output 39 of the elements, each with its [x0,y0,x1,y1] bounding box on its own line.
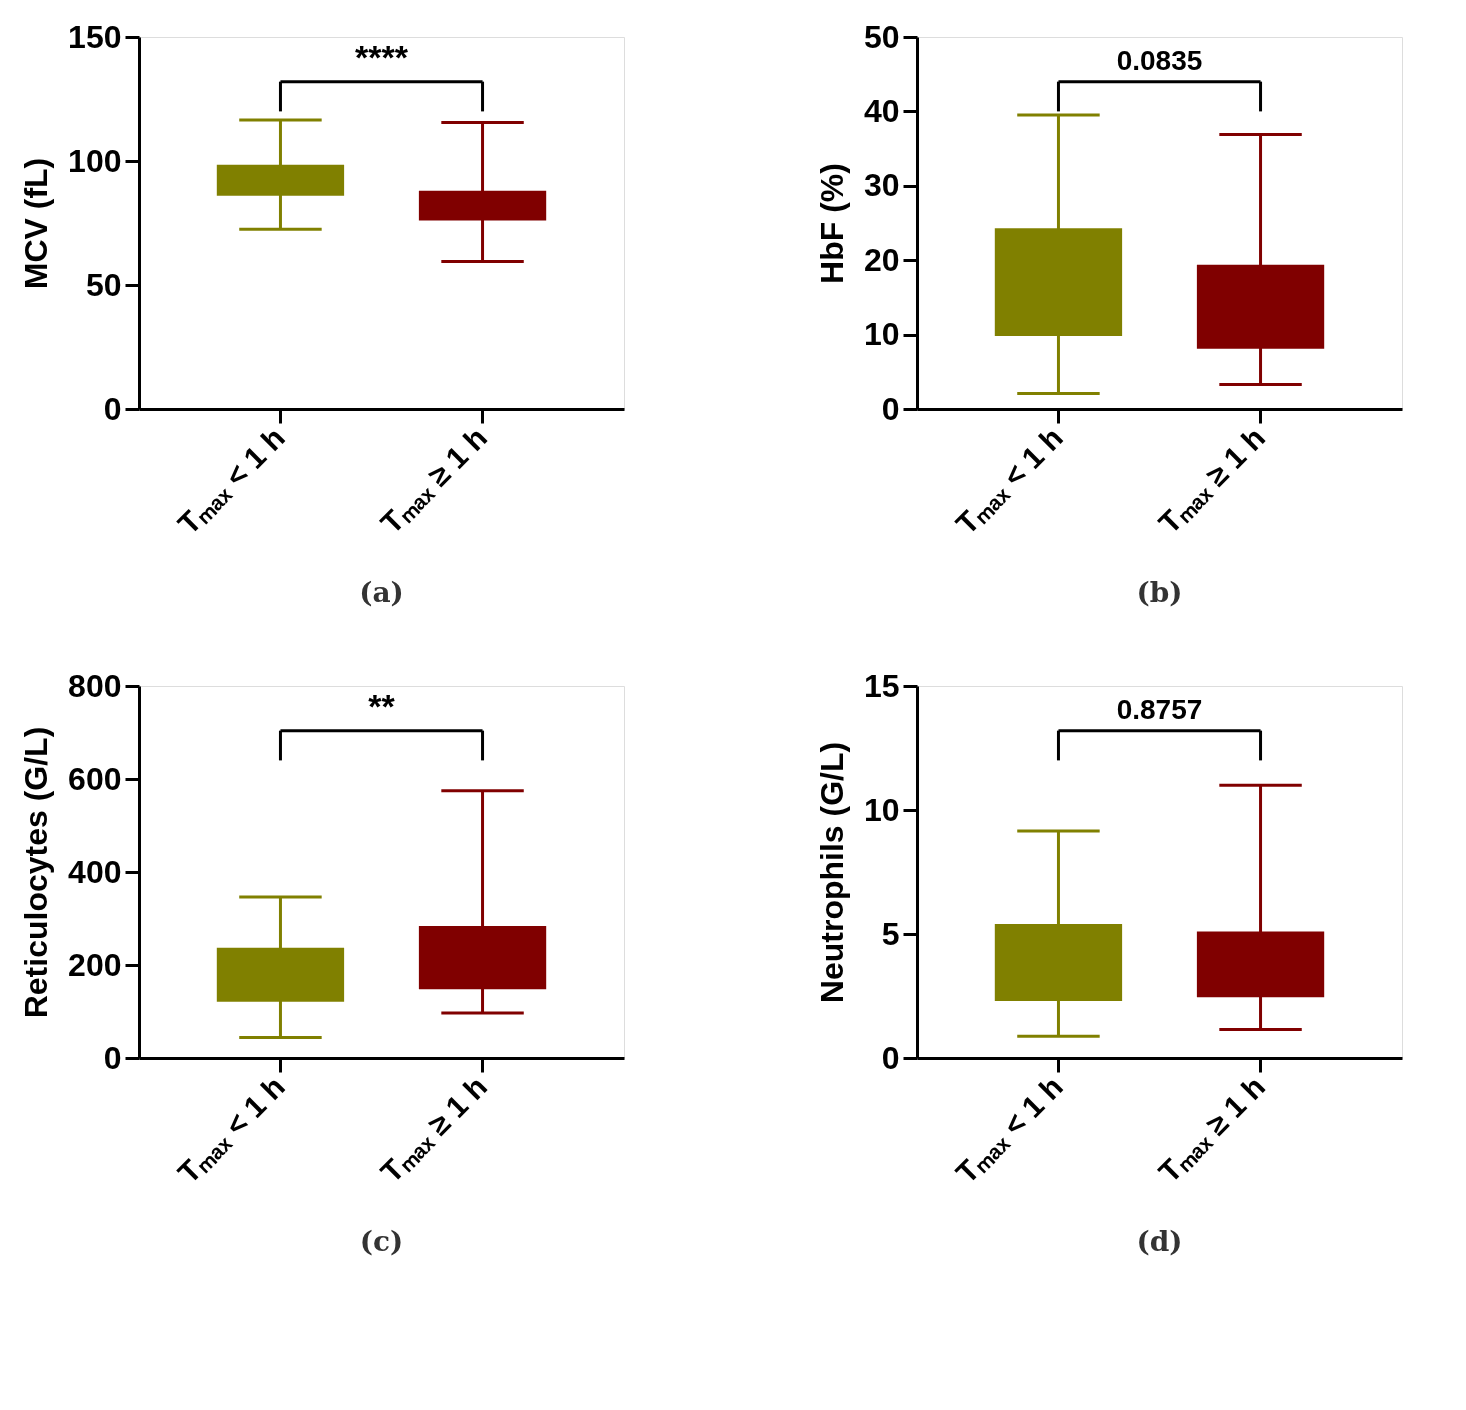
y-tick-label: 5 [881,915,900,952]
y-tick-label: 400 [68,853,122,890]
annotation: 0.0835 [1116,45,1203,77]
y-tick-label: 200 [68,946,122,983]
y-tick-label: 0 [103,390,122,427]
y-tick-label: 50 [863,18,900,55]
y-tick-label: 50 [85,266,122,303]
y-tick-label: 150 [68,18,122,55]
x-tick-label: Tₘₐₓ ≥ 1 h [374,1069,494,1189]
y-tick-label: 0 [103,1039,122,1076]
x-tick-label: Tₘₐₓ ≥ 1 h [1152,420,1272,540]
y-tick-label: 0 [881,390,900,427]
y-tick-label: 30 [863,167,900,204]
y-axis-title: HbF (%) [813,163,850,284]
y-tick-label: 600 [68,760,122,797]
text: (b) [1136,575,1183,609]
text: (c) [359,1224,404,1258]
x-tick-label: Tₘₐₓ ≥ 1 h [374,420,494,540]
y-tick-label: 20 [863,241,900,278]
x-tick-label: Tₘₐₓ ≥ 1 h [1152,1069,1272,1189]
y-tick-label: 40 [863,92,900,129]
y-tick-label: 0 [881,1039,900,1076]
y-tick-label: 15 [863,667,900,704]
annotation: **** [355,38,409,77]
y-axis-title: Neutrophils (G/L) [813,741,850,1004]
text: (d) [1136,1224,1183,1258]
y-tick-label: 800 [68,667,122,704]
x-tick-label: Tₘₐₓ < 1 h [949,1069,1070,1190]
annotation: ** [368,687,396,726]
annotation: 0.8757 [1116,694,1203,726]
y-tick-label: 10 [863,316,900,353]
x-tick-label: Tₘₐₓ < 1 h [949,420,1070,541]
x-tick-label: Tₘₐₓ < 1 h [171,420,292,541]
x-tick-label: Tₘₐₓ < 1 h [171,1069,292,1190]
y-axis-title: MCV (fL) [18,157,55,290]
y-tick-label: 10 [863,791,900,828]
text: (a) [359,575,404,609]
y-tick-label: 100 [68,142,122,179]
y-axis-title: Reticulocytes (G/L) [18,726,55,1019]
